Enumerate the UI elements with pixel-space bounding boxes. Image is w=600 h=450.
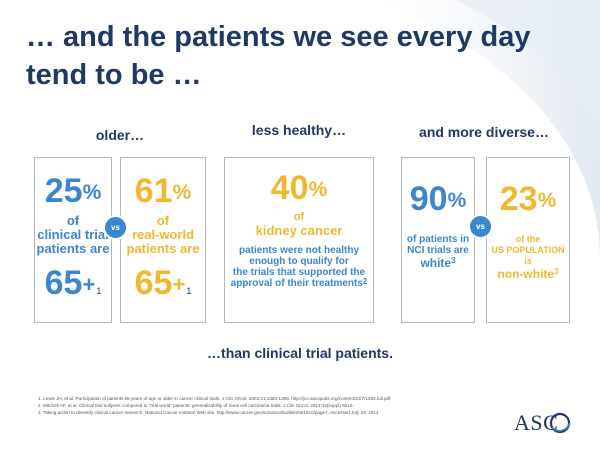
clinical-trial-box: 25% of clinical trial patients are 65+1 (34, 157, 112, 323)
reference-item: 1. Lewis JH, et al. Participation of pat… (38, 396, 392, 401)
references: 1. Lewis JH, et al. Participation of pat… (38, 395, 508, 416)
clinical-trial-label: of clinical trial patients are (36, 213, 110, 256)
us-pop-percent: 23% (499, 180, 557, 218)
real-world-age: 65+1 (134, 264, 192, 302)
kidney-cancer-box: 40% of kidney cancer patients were not h… (224, 157, 374, 323)
real-world-box: 61% of real-world patients are 65+1 (120, 157, 206, 323)
us-population-box: 23% of the US POPULATION is non-white3 (486, 157, 570, 323)
kidney-percent: 40% (270, 169, 328, 207)
vs-badge-age: vs (103, 215, 128, 240)
kidney-label: of kidney cancer (255, 211, 343, 238)
reference-item: 2. Mitchell AP, et al. Clinical trial su… (38, 403, 354, 408)
conclusion-text: …than clinical trial patients. (207, 345, 393, 361)
real-world-percent: 61% (134, 172, 192, 210)
clinical-trial-age: 65+1 (44, 264, 102, 302)
header-less-healthy: less healthy… (251, 122, 347, 138)
kidney-description: patients were not healthy enough to qual… (230, 245, 368, 289)
clinical-trial-percent: 25% (44, 172, 102, 210)
header-diverse: and more diverse… (419, 124, 549, 140)
slide-title: … and the patients we see every day tend… (26, 21, 531, 91)
asco-logo-ring-icon (549, 412, 571, 434)
vs-badge-diversity: vs (468, 214, 493, 239)
reference-item: 3. Taking action to diversify clinical c… (38, 410, 380, 415)
nci-label: of patients in NCI trials are white3 (406, 234, 470, 270)
real-world-label: of real-world patients are (126, 213, 200, 256)
nci-trials-box: 90% of patients in NCI trials are white3 (401, 157, 475, 323)
us-pop-label: of the US POPULATION is non-white3 (491, 234, 565, 281)
header-older: older… (95, 127, 145, 143)
nci-percent: 90% (409, 180, 467, 218)
